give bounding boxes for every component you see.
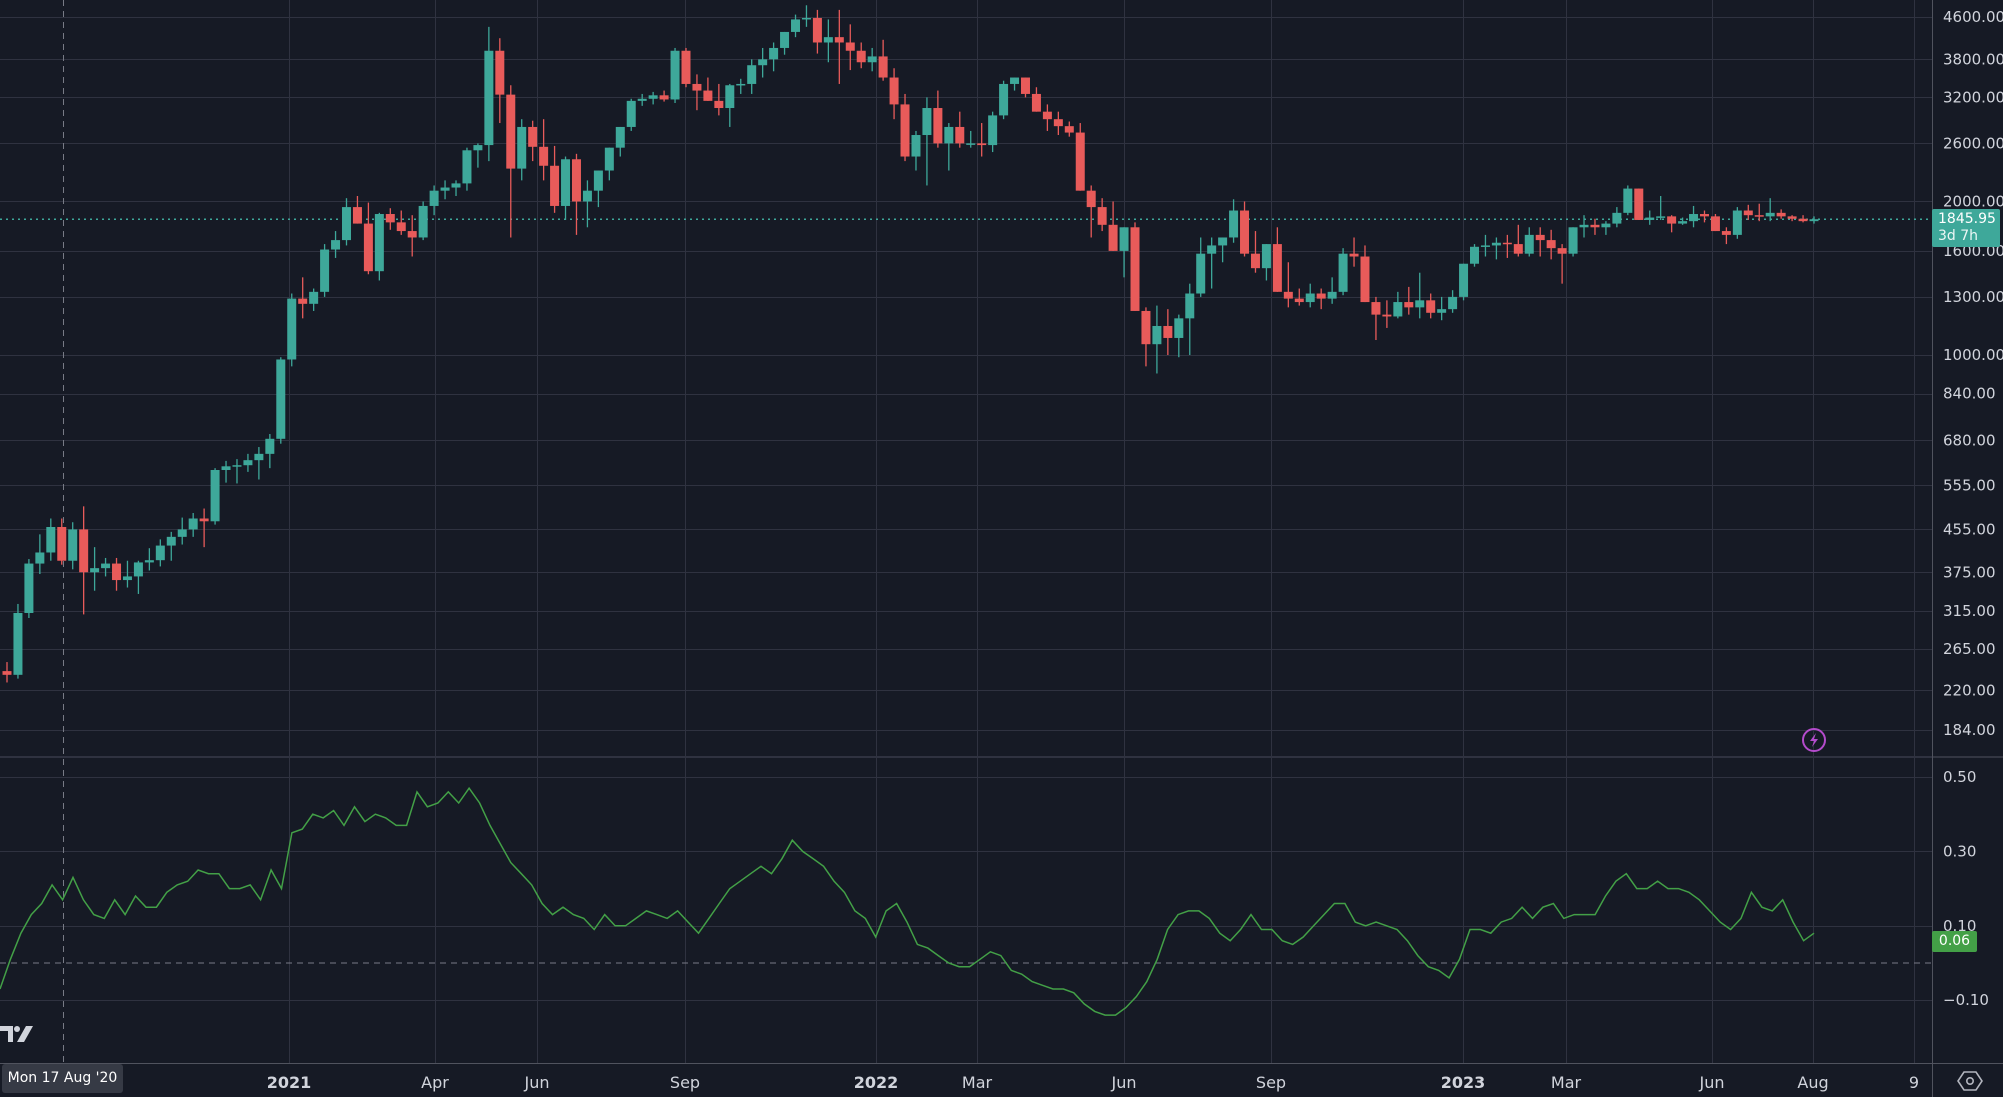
- price-tick-label: 3800.00: [1943, 50, 2003, 68]
- indicator-tick-label: −0.10: [1943, 991, 1989, 1009]
- time-tick-label: Mar: [962, 1073, 993, 1092]
- price-tick-label: 2000.00: [1943, 192, 2003, 210]
- price-tick-label: 2600.00: [1943, 134, 2003, 152]
- time-tick-label: 2023: [1441, 1073, 1486, 1092]
- price-tick-label: 220.00: [1943, 681, 1996, 699]
- settings-hexagon-icon[interactable]: [1957, 1068, 1983, 1094]
- time-tick-label: 2022: [854, 1073, 899, 1092]
- time-tick-label: Mar: [1551, 1073, 1582, 1092]
- crosshair-date-label: Mon 17 Aug '20: [2, 1064, 123, 1093]
- last-price-badge: 1845.95 3d 7h: [1932, 209, 2000, 248]
- time-tick-label: Aug: [1797, 1073, 1828, 1092]
- indicator-axis-labels: 0.50 0.30 0.10 −0.10: [1943, 768, 1989, 1009]
- price-tick-label: 840.00: [1943, 385, 1996, 403]
- time-tick-label: Sep: [1256, 1073, 1286, 1092]
- price-tick-label: 184.00: [1943, 721, 1996, 739]
- price-tick-label: 3200.00: [1943, 88, 2003, 106]
- indicator-tick-label: 0.30: [1943, 842, 1976, 860]
- price-tick-label: 680.00: [1943, 431, 1996, 449]
- time-tick-label: 2021: [267, 1073, 312, 1092]
- time-tick-label: Jun: [524, 1073, 550, 1092]
- time-tick-label: Jun: [1699, 1073, 1725, 1092]
- price-tick-label: 1300.00: [1943, 288, 2003, 306]
- time-axis[interactable]: [0, 1063, 1932, 1097]
- candlestick-series: [2, 5, 1819, 683]
- price-tick-label: 4600.00: [1943, 8, 2003, 26]
- indicator-tick-label: 0.10: [1943, 917, 1976, 935]
- price-tick-label: 375.00: [1943, 563, 1996, 581]
- grid-lines: [0, 0, 1932, 1063]
- price-tick-label: 315.00: [1943, 602, 1996, 620]
- price-tick-label: 1000.00: [1943, 346, 2003, 364]
- price-axis-labels: 4600.003800.003200.002600.002000.001600.…: [1943, 8, 2003, 739]
- time-tick-label: Jun: [1111, 1073, 1137, 1092]
- indicator-value-badge: 0.06: [1932, 930, 1977, 952]
- time-axis-labels: 2021 Apr Jun Sep 2022 Mar Jun Sep 2023 Mar Jun Aug 9: [267, 1073, 1919, 1092]
- price-tick-label: 555.00: [1943, 476, 1996, 494]
- time-tick-label: Sep: [670, 1073, 700, 1092]
- time-tick-label: Apr: [421, 1073, 449, 1092]
- indicator-tick-label: 0.50: [1943, 768, 1976, 786]
- indicator-line: [0, 786, 1815, 1016]
- bar-countdown: 3d 7h: [1938, 228, 1979, 245]
- price-axis[interactable]: [1932, 0, 2003, 1063]
- tradingview-logo-icon[interactable]: [0, 1024, 34, 1044]
- last-price-value: 1845.95: [1938, 211, 1996, 228]
- price-tick-label: 455.00: [1943, 520, 1996, 538]
- price-tick-label: 265.00: [1943, 640, 1996, 658]
- time-tick-label: 9: [1909, 1073, 1919, 1092]
- lightning-bolt-icon[interactable]: [1802, 728, 1826, 752]
